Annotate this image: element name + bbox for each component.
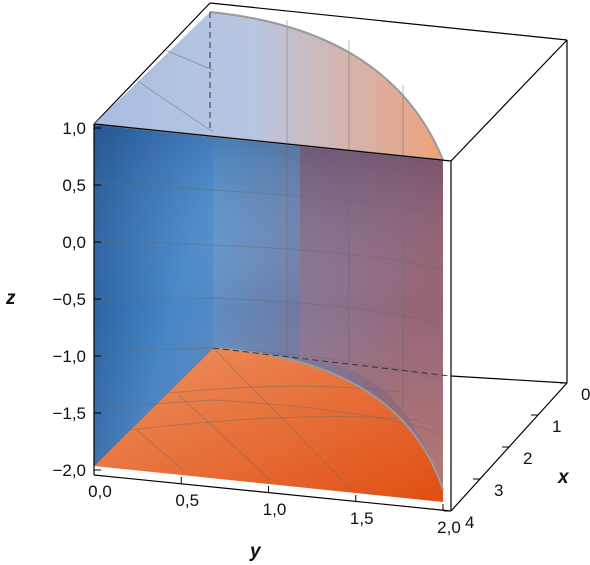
x-tick-label: 2 bbox=[523, 449, 532, 468]
y-tick-label: 1,5 bbox=[350, 509, 374, 528]
left-plane-surface bbox=[94, 124, 213, 466]
y-tick-label: 2,0 bbox=[437, 518, 461, 537]
y-axis-label: y bbox=[249, 541, 262, 562]
x-tick-label: 0 bbox=[581, 385, 590, 404]
z-axis-ticks: −2,0 −1,5 −1,0 −0,5 0,0 0,5 1,0 bbox=[52, 119, 101, 480]
hidden-edges bbox=[209, 12, 451, 377]
z-tick-label: −2,0 bbox=[52, 461, 86, 480]
y-tick-label: 0,0 bbox=[88, 482, 112, 501]
x-tick-label: 3 bbox=[494, 481, 503, 500]
z-tick-label: −0,5 bbox=[52, 290, 86, 309]
x-tick-label: 1 bbox=[552, 417, 561, 436]
x-axis-label: x bbox=[557, 467, 570, 488]
z-tick-label: 1,0 bbox=[62, 119, 86, 138]
curved-wall-surface bbox=[300, 137, 443, 490]
grid-lines bbox=[93, 20, 444, 491]
y-tick-label: 0,5 bbox=[175, 491, 199, 510]
z-axis-label: z bbox=[5, 288, 16, 309]
floor-surface bbox=[94, 348, 443, 502]
x-tick-label: 4 bbox=[465, 513, 474, 532]
z-tick-label: 0,5 bbox=[62, 176, 86, 195]
z-tick-label: −1,0 bbox=[52, 347, 86, 366]
box-back-edges bbox=[93, 2, 568, 383]
z-tick-label: 0,0 bbox=[62, 233, 86, 252]
y-tick-label: 1,0 bbox=[263, 500, 287, 519]
top-surface bbox=[94, 12, 443, 160]
x-axis-ticks: 0 1 2 3 4 bbox=[444, 382, 590, 532]
z-tick-label: −1,5 bbox=[52, 404, 86, 423]
y-axis-ticks: 0,0 0,5 1,0 1,5 2,0 bbox=[88, 468, 461, 537]
